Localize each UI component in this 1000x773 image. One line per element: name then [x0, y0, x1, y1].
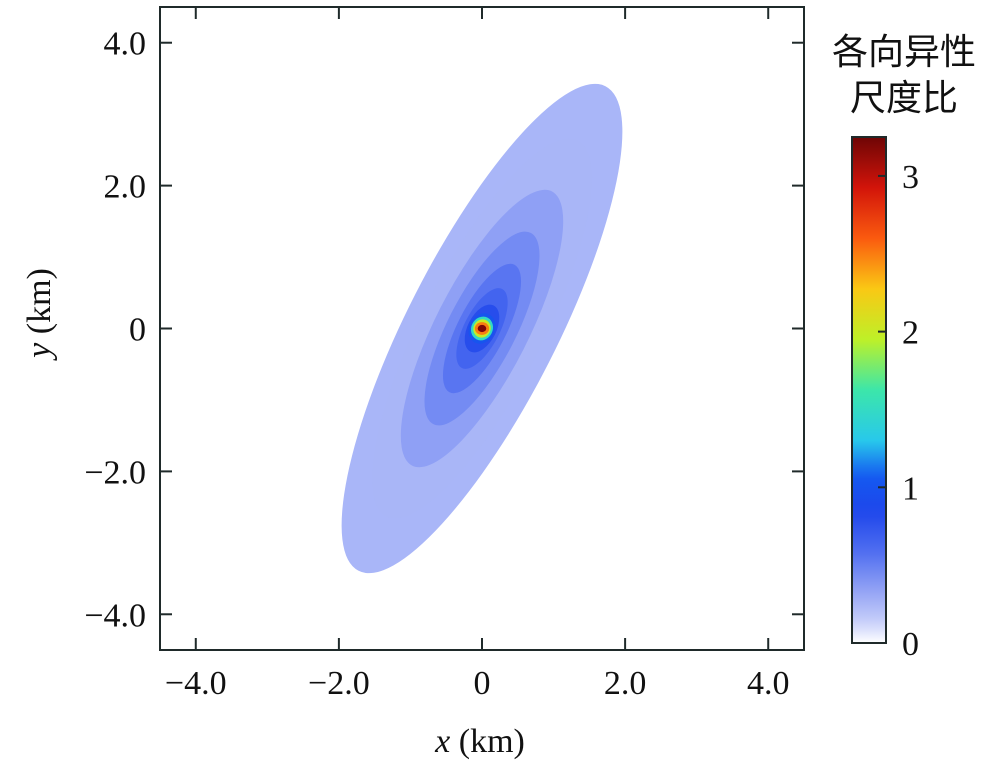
y-tick-label: 2.0 — [104, 169, 147, 206]
contour-field — [341, 83, 623, 574]
x-axis-unit: (km) — [450, 723, 525, 760]
colorbar-tick-label: 3 — [902, 159, 919, 196]
y-axis-title: y (km) — [21, 268, 58, 361]
contour-band — [477, 324, 487, 333]
colorbar-tick-label: 0 — [902, 626, 919, 663]
colorbar-title-line-1: 各向异性 — [832, 32, 976, 73]
y-tick-label: 0 — [129, 312, 146, 349]
x-tick-label: 4.0 — [747, 665, 790, 702]
colorbar: 各向异性 尺度比 0 1 2 3 — [832, 32, 976, 663]
x-axis-ticks: −4.0 −2.0 0 2.0 4.0 — [165, 7, 790, 702]
x-axis-var: x — [434, 723, 450, 760]
colorbar-tick-label: 2 — [902, 315, 919, 352]
x-axis-title: x (km) — [434, 723, 525, 760]
x-tick-label: −2.0 — [308, 665, 370, 702]
y-tick-label: −4.0 — [84, 597, 146, 634]
plot-area: −4.0 −2.0 0 2.0 4.0 −4.0 −2.0 0 2.0 4.0 — [84, 6, 805, 702]
y-tick-label: −2.0 — [84, 454, 146, 491]
x-tick-label: 0 — [474, 665, 491, 702]
y-axis-unit: (km) — [21, 268, 58, 343]
y-axis-var: y — [21, 342, 58, 361]
colorbar-title-line-2: 尺度比 — [850, 78, 958, 119]
y-tick-label: 4.0 — [104, 26, 147, 63]
colorbar-ticks: 0 1 2 3 — [878, 159, 919, 663]
colorbar-scale — [852, 137, 886, 643]
x-tick-label: 2.0 — [604, 665, 647, 702]
y-axis-ticks: −4.0 −2.0 0 2.0 4.0 — [84, 26, 804, 634]
colorbar-frame — [851, 136, 887, 644]
x-tick-label: −4.0 — [165, 665, 227, 702]
colorbar-tick-label: 1 — [902, 470, 919, 507]
